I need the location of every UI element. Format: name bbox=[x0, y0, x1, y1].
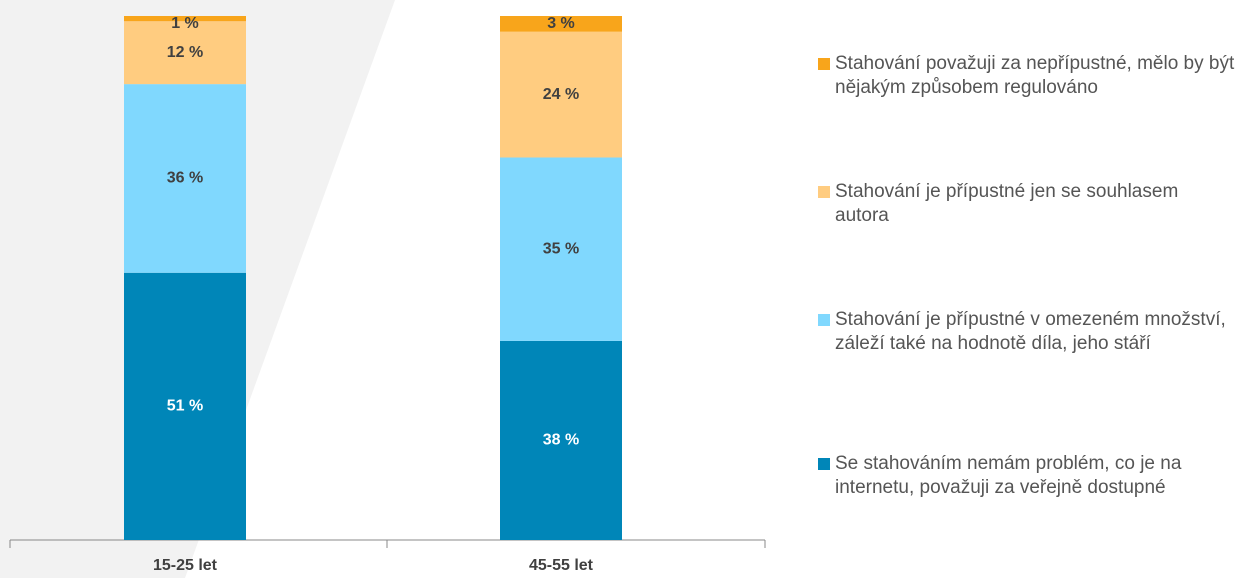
value-label: 36 % bbox=[167, 170, 203, 187]
legend-label: Stahování je přípustné v omezeném množst… bbox=[835, 309, 1226, 354]
bar-segment bbox=[500, 340, 622, 540]
value-label: 24 % bbox=[543, 86, 579, 103]
x-tick-label: 15-25 let bbox=[153, 557, 218, 574]
bar-segment bbox=[500, 16, 622, 32]
value-label: 51 % bbox=[167, 398, 203, 415]
bar-segment bbox=[500, 157, 622, 341]
legend-swatch bbox=[818, 58, 830, 70]
x-tick-label: 45-55 let bbox=[529, 557, 594, 574]
legend-swatch bbox=[818, 458, 830, 470]
value-label: 1 % bbox=[171, 15, 199, 32]
bar-segment bbox=[124, 272, 246, 540]
legend-label: Se stahováním nemám problém, co je na in… bbox=[835, 453, 1182, 498]
legend-label: Stahování považuji za nepřípustné, mělo … bbox=[835, 53, 1235, 98]
value-label: 3 % bbox=[547, 15, 575, 32]
legend-swatch bbox=[818, 314, 830, 326]
value-label: 35 % bbox=[543, 240, 579, 257]
bar-segment bbox=[500, 31, 622, 158]
legend-item: Se stahováním nemám problém, co je na in… bbox=[818, 452, 1238, 500]
legend-label: Stahování je přípustné jen se souhlasem … bbox=[835, 181, 1179, 226]
legend-item: Stahování je přípustné jen se souhlasem … bbox=[818, 180, 1238, 228]
bar-segment bbox=[124, 21, 246, 85]
legend-item: Stahování považuji za nepřípustné, mělo … bbox=[818, 52, 1238, 100]
legend-item: Stahování je přípustné v omezeném množst… bbox=[818, 308, 1238, 356]
bar-segment bbox=[124, 84, 246, 273]
bar-segment bbox=[124, 16, 246, 22]
legend-swatch bbox=[818, 186, 830, 198]
value-label: 12 % bbox=[167, 44, 203, 61]
value-label: 38 % bbox=[543, 432, 579, 449]
